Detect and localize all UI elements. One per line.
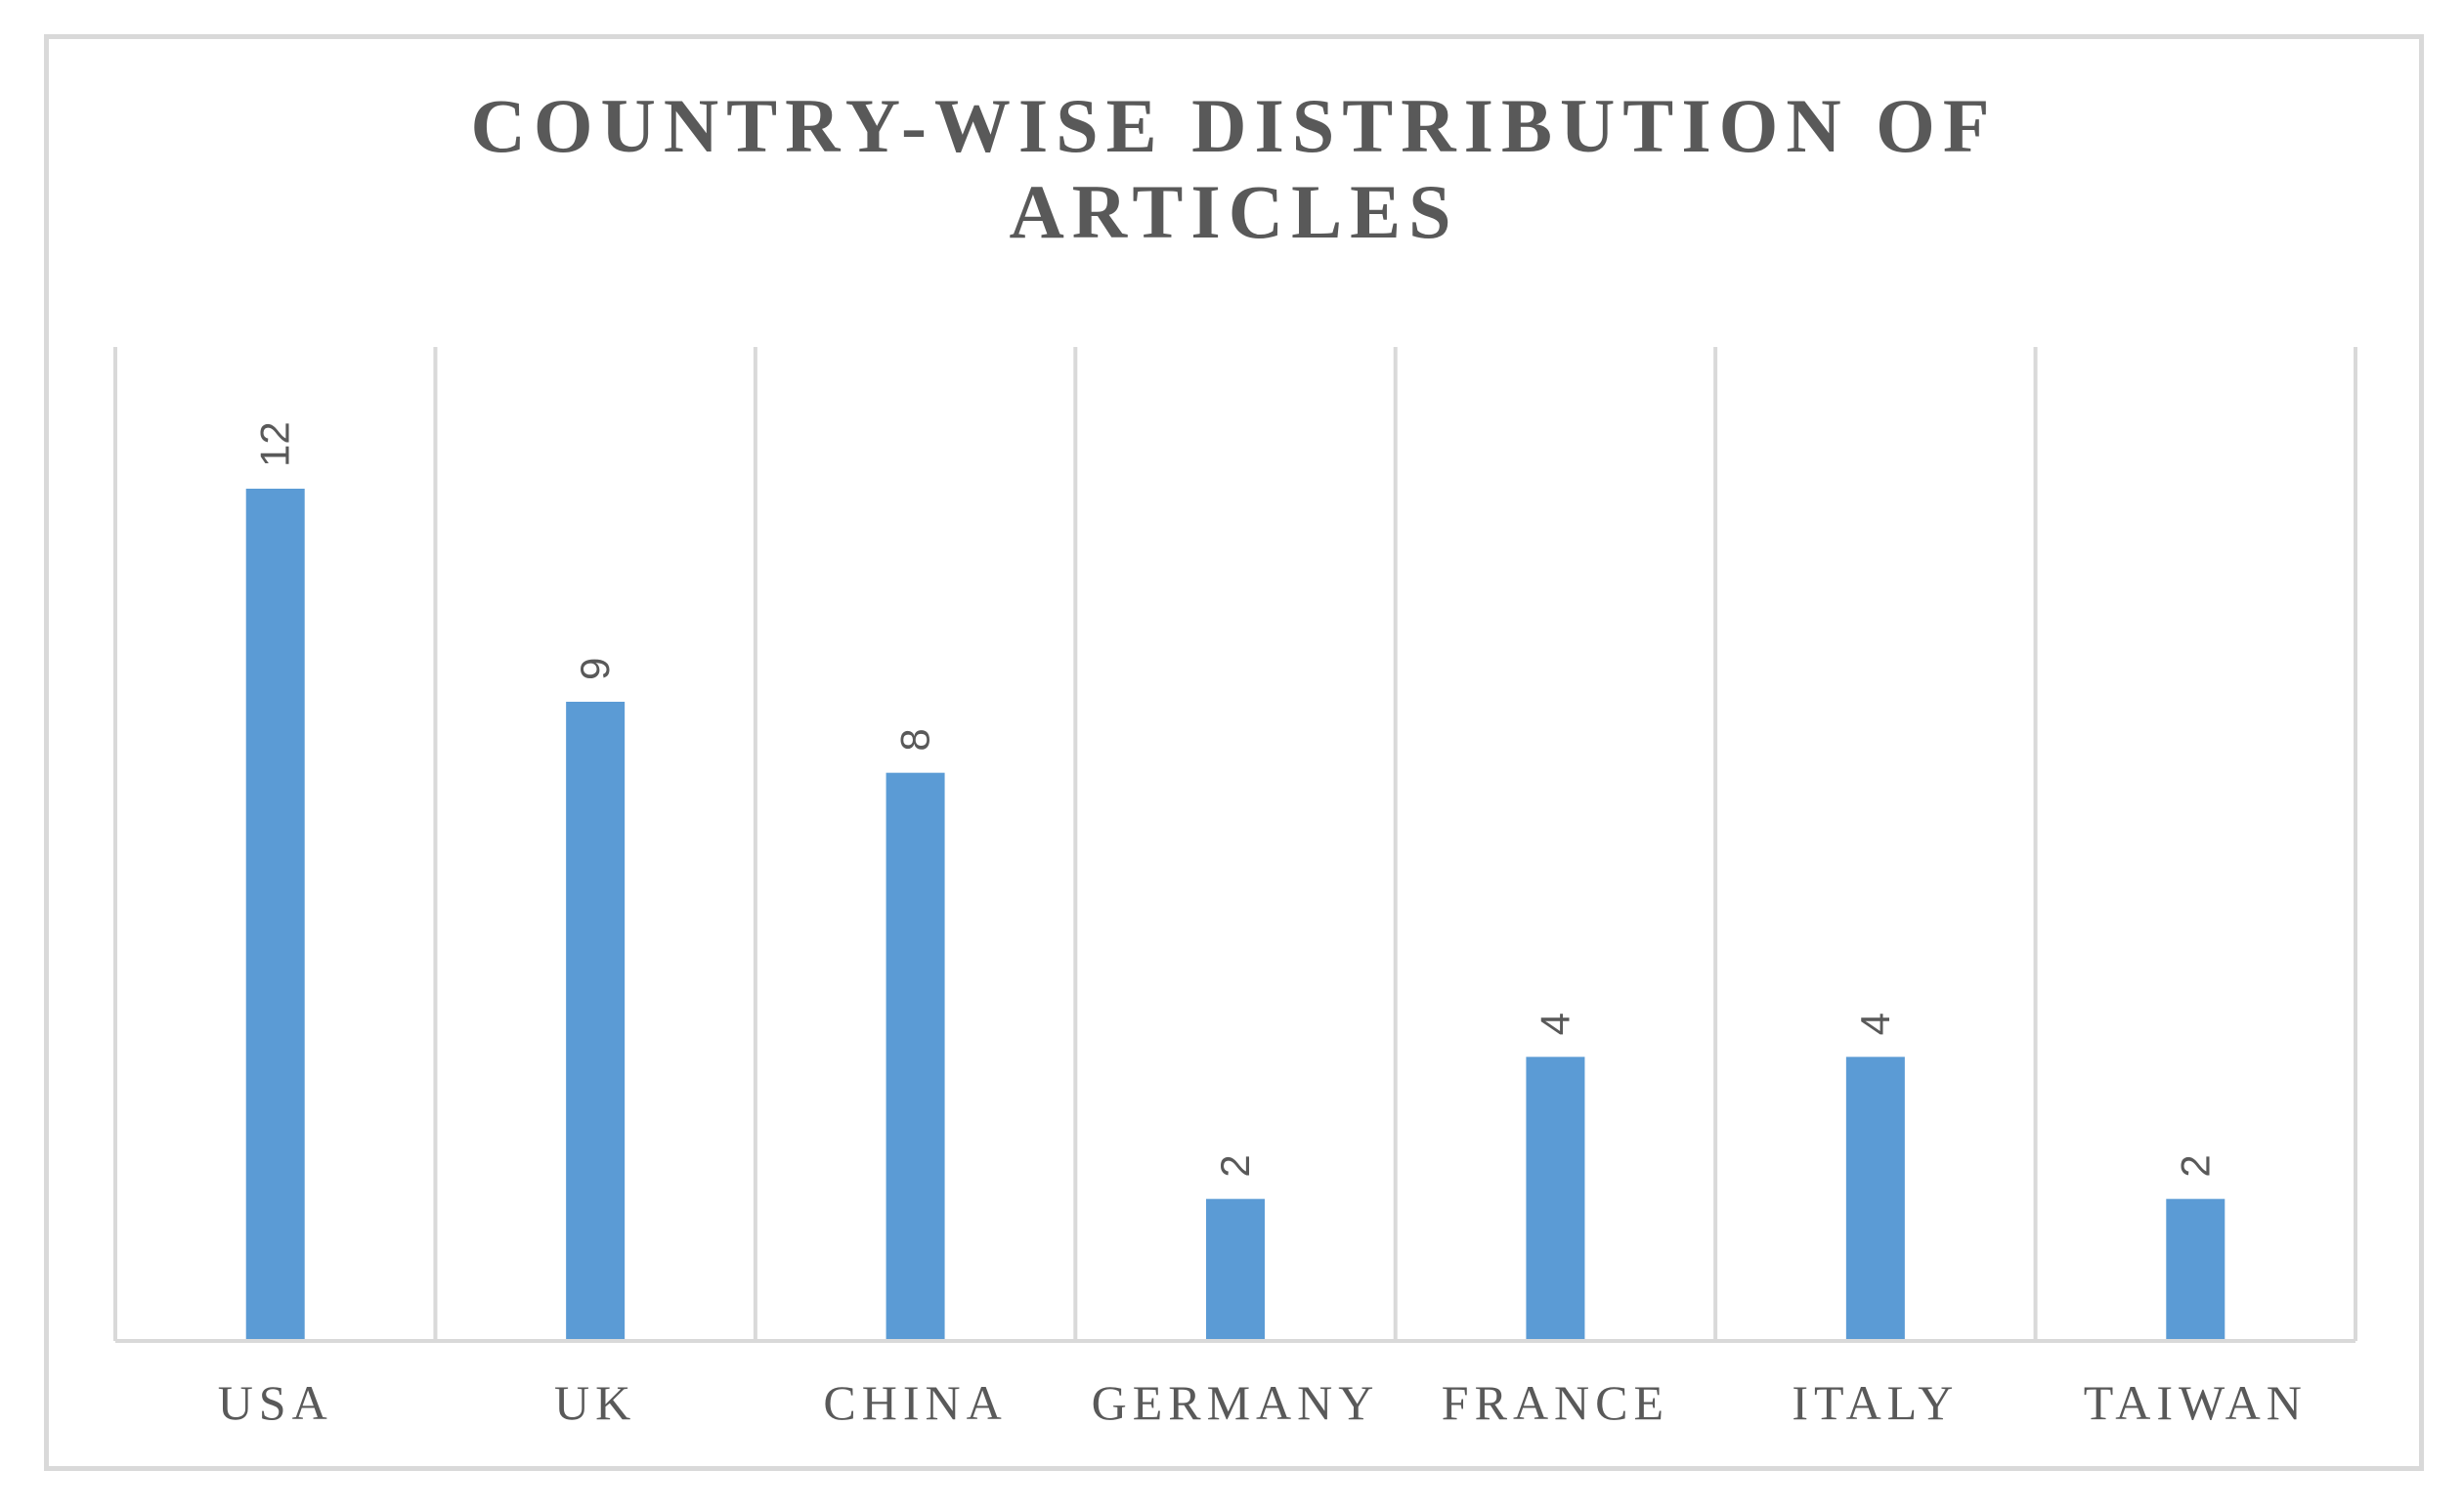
chart-title-line-1: COUNTRY-WISE DISTRIBUTION OF (470, 83, 1998, 168)
bar-germany (1206, 1198, 1265, 1341)
bar-france (1526, 1057, 1585, 1341)
chart-title: COUNTRY-WISE DISTRIBUTION OF ARTICLES (44, 83, 2424, 255)
data-label-usa: 12 (252, 421, 298, 467)
category-labels: USA UK CHINA GERMANY FRANCE ITALY TAIWAN (218, 1375, 2308, 1430)
category-label-china: CHINA (823, 1375, 1007, 1430)
bars (245, 489, 2225, 1341)
bar-taiwan (2166, 1198, 2225, 1341)
data-label-france: 4 (1532, 1013, 1577, 1035)
bar-usa (245, 489, 305, 1341)
bar-italy (1845, 1057, 1905, 1341)
category-label-france: FRANCE (1442, 1375, 1669, 1430)
data-label-china: 8 (892, 728, 938, 751)
bar-china (886, 772, 945, 1341)
data-label-italy: 4 (1852, 1013, 1898, 1035)
data-label-taiwan: 2 (2172, 1154, 2218, 1177)
chart-title-line-2: ARTICLES (1009, 169, 1459, 254)
category-label-germany: GERMANY (1092, 1375, 1380, 1430)
category-label-uk: UK (554, 1375, 636, 1430)
category-label-usa: USA (218, 1375, 333, 1430)
data-label-uk: 9 (572, 658, 618, 680)
data-label-germany: 2 (1212, 1154, 1258, 1177)
gridlines (113, 347, 2357, 1341)
category-label-italy: ITALY (1792, 1375, 1959, 1430)
bar-uk (566, 702, 626, 1341)
data-labels: 12 9 8 2 4 4 2 (252, 421, 2219, 1177)
category-label-taiwan: TAIWAN (2084, 1375, 2308, 1430)
